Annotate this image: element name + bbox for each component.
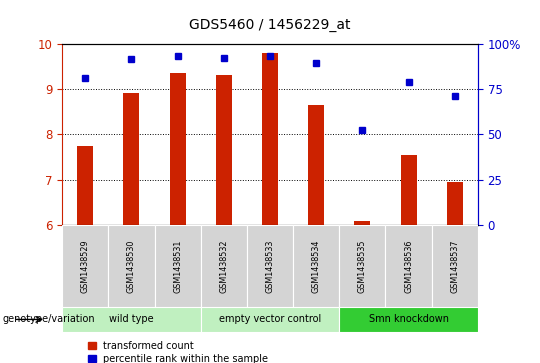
Bar <box>308 105 325 225</box>
Bar <box>215 75 232 225</box>
Text: GSM1438536: GSM1438536 <box>404 239 413 293</box>
Bar <box>123 93 139 225</box>
Bar <box>170 73 186 225</box>
Bar <box>339 307 478 332</box>
Bar <box>262 53 278 225</box>
Text: GSM1438532: GSM1438532 <box>219 239 228 293</box>
Bar <box>109 225 154 307</box>
Text: GDS5460 / 1456229_at: GDS5460 / 1456229_at <box>189 19 351 32</box>
Text: GSM1438534: GSM1438534 <box>312 239 321 293</box>
Text: empty vector control: empty vector control <box>219 314 321 325</box>
Text: GSM1438533: GSM1438533 <box>266 239 274 293</box>
Bar <box>431 225 478 307</box>
Text: GSM1438535: GSM1438535 <box>358 239 367 293</box>
Text: GSM1438529: GSM1438529 <box>80 239 90 293</box>
Text: Smn knockdown: Smn knockdown <box>369 314 449 325</box>
Text: GSM1438531: GSM1438531 <box>173 239 182 293</box>
Bar <box>293 225 339 307</box>
Text: GSM1438537: GSM1438537 <box>450 239 460 293</box>
Text: genotype/variation: genotype/variation <box>3 314 96 325</box>
Text: wild type: wild type <box>109 314 154 325</box>
Bar <box>62 307 201 332</box>
Text: GSM1438530: GSM1438530 <box>127 239 136 293</box>
Bar <box>201 225 247 307</box>
Bar <box>354 220 370 225</box>
Bar <box>386 225 431 307</box>
Bar <box>62 225 109 307</box>
Legend: transformed count, percentile rank within the sample: transformed count, percentile rank withi… <box>88 340 268 363</box>
Bar <box>339 225 386 307</box>
Bar <box>447 182 463 225</box>
Bar <box>154 225 201 307</box>
Bar <box>401 155 417 225</box>
Bar <box>247 225 293 307</box>
Bar <box>77 146 93 225</box>
Bar <box>201 307 339 332</box>
